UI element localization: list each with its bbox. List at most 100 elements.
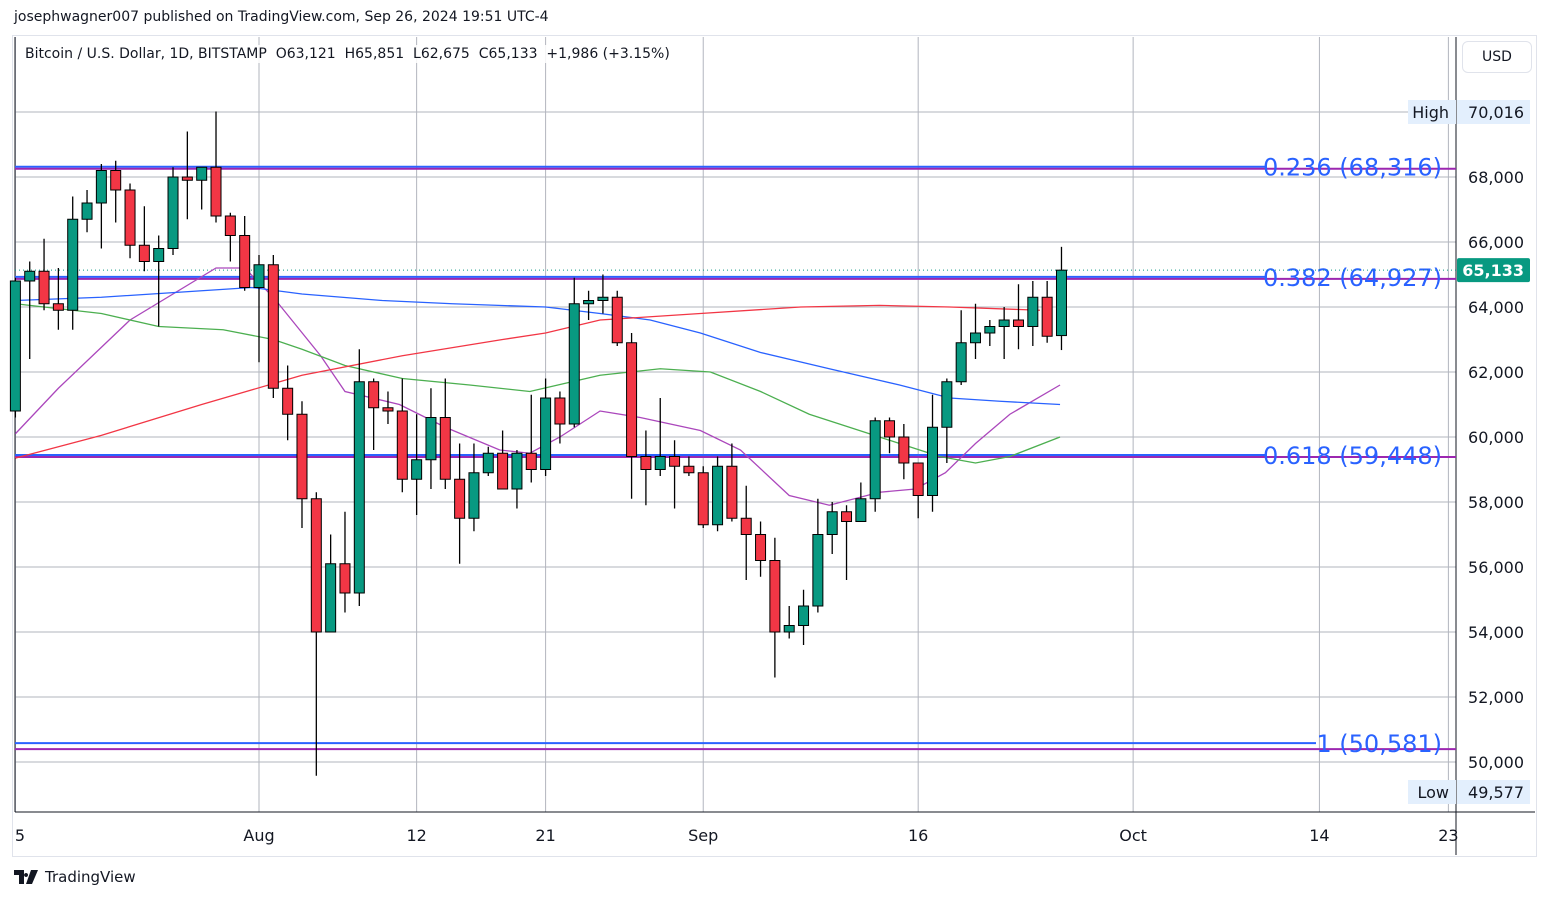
- candle-body: [884, 420, 896, 438]
- price-tick-label: 50,000: [1468, 753, 1524, 772]
- candle-up: [196, 166, 208, 210]
- candle-body: [411, 459, 423, 480]
- candle-down: [282, 365, 294, 441]
- candle-body: [282, 387, 294, 415]
- price-tick-label: 66,000: [1468, 233, 1524, 252]
- time-tick-label: 23: [1438, 826, 1458, 845]
- last-price-badge: [1457, 258, 1530, 283]
- candle-body: [726, 465, 738, 519]
- moving-average-line: [15, 304, 1041, 459]
- candle-body: [841, 511, 853, 522]
- candle-body: [468, 472, 480, 519]
- candle-down: [454, 443, 466, 564]
- candle-down: [224, 212, 236, 262]
- candle-up: [855, 482, 867, 522]
- candle-up: [783, 606, 795, 639]
- candle-body: [1012, 319, 1024, 327]
- candle-body: [783, 625, 795, 633]
- candle-body: [224, 215, 236, 236]
- candle-up: [511, 450, 523, 509]
- candle-body: [640, 456, 652, 470]
- candle-body: [683, 465, 695, 474]
- publisher-line: josephwagner007 published on TradingView…: [14, 9, 549, 25]
- candle-down: [181, 131, 193, 220]
- candle-down: [310, 492, 322, 776]
- candle-body: [955, 342, 967, 383]
- candle-up: [583, 290, 595, 320]
- candle-down: [52, 268, 64, 330]
- candle-down: [124, 183, 136, 259]
- candle-body: [454, 478, 466, 519]
- candle-up: [597, 274, 609, 314]
- candle-up: [1027, 281, 1039, 346]
- candle-body: [1041, 296, 1053, 337]
- legend-change: +1,986 (+3.15%): [546, 46, 670, 62]
- candle-up: [1055, 246, 1067, 351]
- chart-frame: [12, 35, 1537, 857]
- footer-brand-label: TradingView: [45, 868, 136, 886]
- low-marker-value-bg: [1457, 780, 1530, 804]
- candle-down: [841, 505, 853, 580]
- candle-body: [812, 534, 824, 607]
- time-tick-label: Sep: [688, 826, 718, 845]
- candle-body: [912, 462, 924, 496]
- candle-down: [296, 401, 308, 528]
- fib-level-label: 0.618 (59,448): [1263, 442, 1442, 470]
- symbol-legend: Bitcoin / U.S. Dollar, 1D, BITSTAMP O63,…: [23, 45, 672, 63]
- candle-body: [740, 517, 752, 535]
- high-marker-tag-bg: [1408, 100, 1456, 124]
- candle-up: [153, 235, 165, 327]
- candle-up: [927, 394, 939, 512]
- candle-up: [654, 398, 666, 476]
- fib-level-label: 0.382 (64,927): [1263, 264, 1442, 292]
- legend-symbol: Bitcoin / U.S. Dollar, 1D, BITSTAMP: [25, 46, 267, 62]
- candle-down: [439, 378, 451, 489]
- candle-up: [812, 498, 824, 613]
- time-tick-label: 5: [15, 826, 25, 845]
- candle-down: [368, 378, 380, 450]
- candle-up: [998, 307, 1010, 359]
- candle-down: [110, 160, 122, 223]
- candle-body: [196, 166, 208, 181]
- candle-body: [167, 176, 179, 249]
- candle-up: [9, 277, 21, 418]
- candle-up: [95, 164, 107, 249]
- candle-body: [525, 452, 537, 470]
- candle-body: [669, 456, 681, 467]
- candle-up: [411, 414, 423, 515]
- candle-body: [540, 397, 552, 470]
- candle-down: [640, 430, 652, 506]
- currency-button[interactable]: USD: [1462, 41, 1532, 73]
- candle-body: [798, 605, 810, 626]
- candle-body: [568, 303, 580, 425]
- candle-up: [425, 388, 437, 489]
- price-tick-label: 58,000: [1468, 493, 1524, 512]
- candle-body: [181, 176, 193, 181]
- candle-body: [138, 244, 150, 262]
- legend-high: H65,851: [344, 46, 405, 62]
- candle-down: [884, 417, 896, 454]
- candle-down: [769, 537, 781, 678]
- candle-down: [912, 462, 924, 519]
- candle-body: [697, 472, 709, 526]
- candle-body: [583, 300, 595, 305]
- candle-up: [869, 417, 881, 512]
- candle-down: [726, 443, 738, 522]
- moving-average-line: [15, 286, 1061, 406]
- candle-body: [654, 456, 666, 470]
- footer-brand[interactable]: TradingView: [14, 868, 136, 886]
- legend-close: C65,133: [478, 46, 538, 62]
- candle-body: [941, 381, 953, 428]
- candle-down: [1041, 281, 1053, 343]
- candle-body: [296, 413, 308, 500]
- candle-up: [81, 190, 93, 233]
- candle-body: [210, 166, 222, 217]
- candle-body: [998, 319, 1010, 327]
- candle-down: [898, 424, 910, 480]
- candle-body: [396, 410, 408, 480]
- candle-up: [712, 456, 724, 532]
- tradingview-logo-icon: [14, 870, 38, 884]
- candle-up: [468, 443, 480, 532]
- price-tick-label: 68,000: [1468, 168, 1524, 187]
